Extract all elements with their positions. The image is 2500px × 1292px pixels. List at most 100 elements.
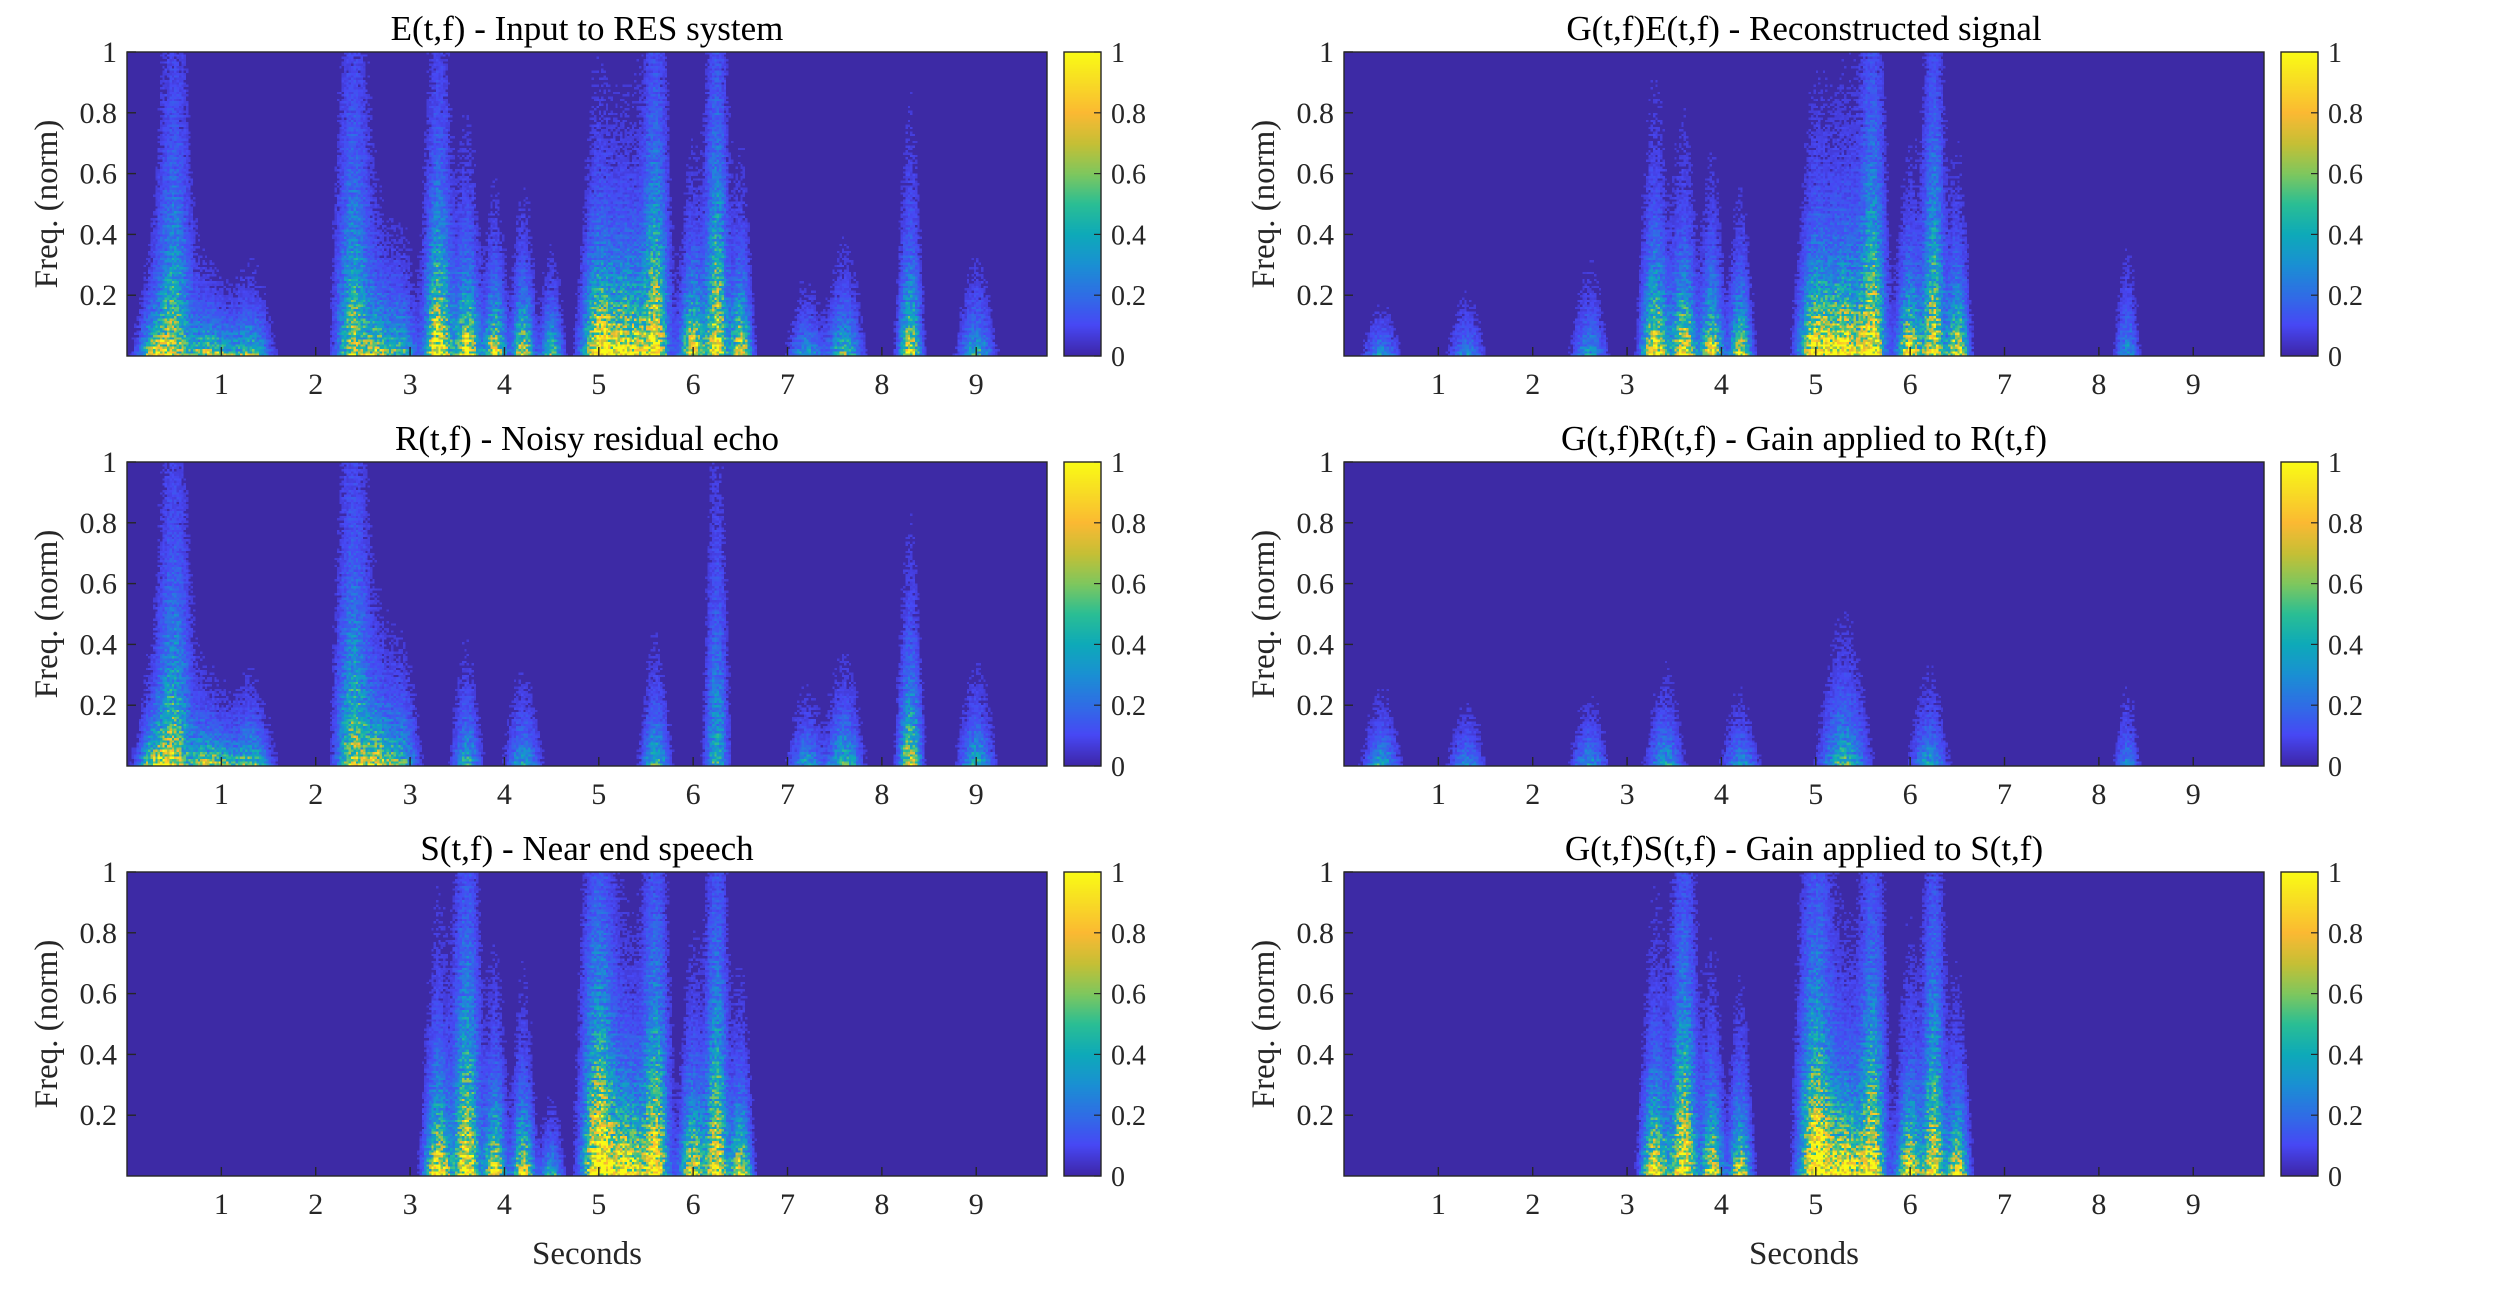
colorbar-tick-label: 1 bbox=[2328, 448, 2342, 479]
colorbar-tick-label: 0.8 bbox=[1111, 99, 1146, 130]
spectrogram-image bbox=[127, 462, 1047, 766]
y-tick-label: 0.2 bbox=[1297, 689, 1335, 722]
x-tick-label: 7 bbox=[780, 368, 795, 401]
colorbar-tick-label: 0.6 bbox=[2328, 160, 2363, 191]
colorbar-box bbox=[1063, 461, 1102, 767]
x-tick-label: 5 bbox=[1808, 368, 1823, 401]
y-tick-label: 0.4 bbox=[1297, 218, 1335, 251]
x-tick-label: 5 bbox=[591, 368, 606, 401]
y-tick-label: 1 bbox=[1319, 36, 1334, 69]
colorbar-box bbox=[2280, 461, 2319, 767]
x-tick-label: 1 bbox=[1431, 1188, 1446, 1221]
colorbar-box bbox=[1063, 871, 1102, 1177]
y-tick-label: 0.2 bbox=[80, 279, 118, 312]
x-tick-label: 7 bbox=[1997, 778, 2012, 811]
subplot-2: G(t,f)E(t,f) - Reconstructed signal 1 2 3 4 5… bbox=[1246, 9, 2363, 401]
colorbar-tick-label: 0 bbox=[2328, 342, 2342, 373]
colorbar-tick-label: 0 bbox=[2328, 1162, 2342, 1193]
y-tick-label: 0.8 bbox=[1297, 507, 1335, 540]
y-tick-label: 0.2 bbox=[80, 689, 118, 722]
colorbar-tick-label: 0.4 bbox=[1111, 1040, 1146, 1071]
x-tick-label: 9 bbox=[2186, 368, 2201, 401]
colorbar-tick-label: 0 bbox=[2328, 752, 2342, 783]
spectrogram-image bbox=[127, 872, 1047, 1176]
x-tick-label: 7 bbox=[780, 1188, 795, 1221]
spectrogram-image bbox=[1344, 462, 2264, 766]
colorbar-tick-label: 1 bbox=[2328, 858, 2342, 889]
x-tick-label: 9 bbox=[2186, 778, 2201, 811]
x-tick-label: 7 bbox=[780, 778, 795, 811]
x-tick-label: 8 bbox=[874, 368, 889, 401]
y-axis-label: Freq. (norm) bbox=[29, 530, 65, 699]
x-tick-label: 2 bbox=[308, 1188, 323, 1221]
subplot-title: G(t,f)E(t,f) - Reconstructed signal bbox=[1566, 9, 2042, 48]
x-tick-label: 8 bbox=[2091, 778, 2106, 811]
y-tick-label: 1 bbox=[1319, 856, 1334, 889]
x-tick-label: 6 bbox=[1903, 778, 1918, 811]
axes-box bbox=[126, 51, 1048, 357]
colorbar-tick-label: 1 bbox=[1111, 38, 1125, 69]
x-tick-label: 5 bbox=[591, 778, 606, 811]
y-tick-label: 0.6 bbox=[1297, 568, 1335, 601]
subplot-4: G(t,f)R(t,f) - Gain applied to R(t,f) 1 2 3… bbox=[1246, 419, 2363, 811]
subplot-3: R(t,f) - Noisy residual echo 1 2 3 4 5 6 7 8 9 0.2… bbox=[29, 419, 1146, 811]
x-tick-label: 2 bbox=[1525, 368, 1540, 401]
y-tick-label: 0.2 bbox=[1297, 1099, 1335, 1132]
y-axis-label: Freq. (norm) bbox=[1246, 530, 1282, 699]
x-tick-label: 4 bbox=[497, 368, 512, 401]
x-tick-label: 3 bbox=[1620, 368, 1635, 401]
y-tick-label: 0.8 bbox=[80, 507, 118, 540]
colorbar-tick-label: 0.6 bbox=[2328, 980, 2363, 1011]
spectrogram-image bbox=[1344, 872, 2264, 1176]
y-tick-label: 1 bbox=[102, 856, 117, 889]
x-tick-label: 3 bbox=[1620, 1188, 1635, 1221]
colorbar-gradient bbox=[1064, 872, 1101, 1176]
colorbar-tick-label: 0.4 bbox=[2328, 1040, 2363, 1071]
subplot-title: R(t,f) - Noisy residual echo bbox=[395, 419, 779, 458]
y-tick-label: 0.6 bbox=[80, 158, 118, 191]
y-axis-label: Freq. (norm) bbox=[1246, 120, 1282, 289]
x-tick-label: 2 bbox=[308, 778, 323, 811]
subplot-title: E(t,f) - Input to RES system bbox=[391, 9, 784, 48]
x-tick-label: 4 bbox=[497, 1188, 512, 1221]
x-tick-label: 2 bbox=[1525, 778, 1540, 811]
x-tick-label: 5 bbox=[1808, 778, 1823, 811]
x-tick-label: 8 bbox=[2091, 1188, 2106, 1221]
colorbar-gradient bbox=[2281, 462, 2318, 766]
x-tick-label: 2 bbox=[1525, 1188, 1540, 1221]
x-tick-label: 4 bbox=[1714, 1188, 1729, 1221]
subplot-title: G(t,f)S(t,f) - Gain applied to S(t,f) bbox=[1565, 829, 2043, 868]
colorbar-tick-label: 0.2 bbox=[2328, 281, 2363, 312]
colorbar: 0 0.2 0.4 0.6 0.8 1 bbox=[2280, 38, 2363, 373]
colorbar-gradient bbox=[1064, 52, 1101, 356]
x-tick-label: 3 bbox=[403, 368, 418, 401]
colorbar-tick-label: 0.8 bbox=[2328, 99, 2363, 130]
x-axis-label: Seconds bbox=[1749, 1236, 1859, 1272]
x-tick-label: 3 bbox=[403, 1188, 418, 1221]
y-tick-label: 0.2 bbox=[80, 1099, 118, 1132]
colorbar-tick-label: 1 bbox=[1111, 448, 1125, 479]
y-axis-label: Freq. (norm) bbox=[1246, 940, 1282, 1109]
axes-box bbox=[126, 461, 1048, 767]
subplot-6: G(t,f)S(t,f) - Gain applied to S(t,f) 1 2 3… bbox=[1246, 829, 2363, 1272]
x-tick-label: 6 bbox=[1903, 1188, 1918, 1221]
colorbar-gradient bbox=[1064, 462, 1101, 766]
colorbar-tick-label: 0.2 bbox=[1111, 691, 1146, 722]
x-tick-label: 1 bbox=[214, 1188, 229, 1221]
colorbar-box bbox=[2280, 871, 2319, 1177]
colorbar-tick-label: 0.2 bbox=[2328, 1101, 2363, 1132]
colorbar: 0 0.2 0.4 0.6 0.8 1 bbox=[1063, 38, 1146, 373]
y-tick-label: 0.8 bbox=[1297, 917, 1335, 950]
colorbar-tick-label: 1 bbox=[1111, 858, 1125, 889]
colorbar-tick-label: 0.4 bbox=[1111, 630, 1146, 661]
x-tick-label: 3 bbox=[403, 778, 418, 811]
colorbar-gradient bbox=[2281, 52, 2318, 356]
colorbar-tick-label: 0 bbox=[1111, 752, 1125, 783]
y-tick-label: 0.4 bbox=[1297, 628, 1335, 661]
colorbar-tick-label: 0.2 bbox=[1111, 281, 1146, 312]
x-tick-label: 9 bbox=[2186, 1188, 2201, 1221]
colorbar-tick-label: 0.8 bbox=[1111, 509, 1146, 540]
colorbar-tick-label: 0 bbox=[1111, 1162, 1125, 1193]
